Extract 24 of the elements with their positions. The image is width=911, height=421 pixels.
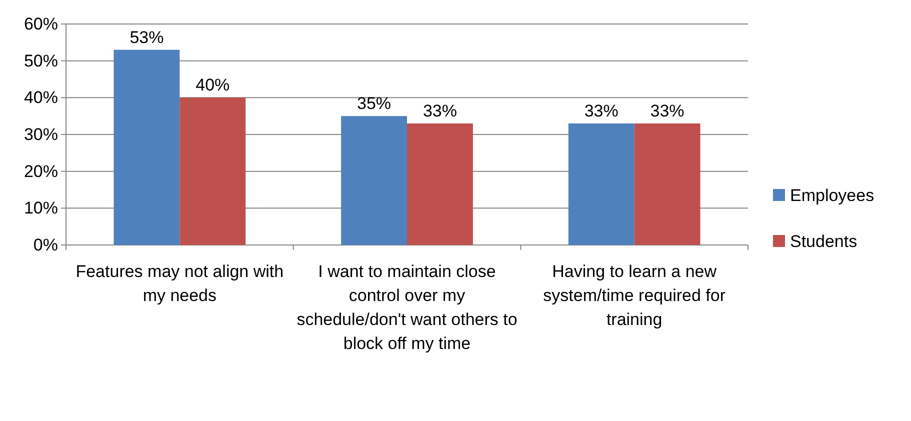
y-tick-label: 10% [24, 198, 58, 218]
x-tick-label: Having to learn a new system/time required for training [543, 262, 726, 329]
bar [114, 50, 180, 245]
data-label: 40% [196, 76, 230, 95]
bar [180, 98, 246, 245]
data-label: 33% [650, 101, 684, 120]
legend-label: Students [790, 232, 858, 251]
legend-label: Employees [790, 186, 874, 205]
bar [568, 123, 634, 245]
y-tick-label: 50% [24, 51, 58, 70]
data-label: 53% [130, 28, 164, 47]
y-tick-label: 60% [24, 14, 58, 34]
data-label: 33% [422, 101, 457, 120]
bar [341, 116, 407, 245]
x-tick-label: I want to maintain close control over my schedule/don't want others to block off my time [296, 262, 518, 353]
y-tick-label: 30% [24, 124, 58, 144]
y-tick-label: 40% [24, 88, 58, 108]
data-label: 33% [584, 101, 618, 120]
bar [407, 123, 473, 245]
y-tick-label: 0% [33, 235, 58, 254]
x-tick-label: Features may not align with my needs [76, 262, 284, 305]
data-label: 35% [357, 94, 392, 114]
y-tick-label: 20% [24, 162, 58, 181]
bar [634, 123, 700, 245]
